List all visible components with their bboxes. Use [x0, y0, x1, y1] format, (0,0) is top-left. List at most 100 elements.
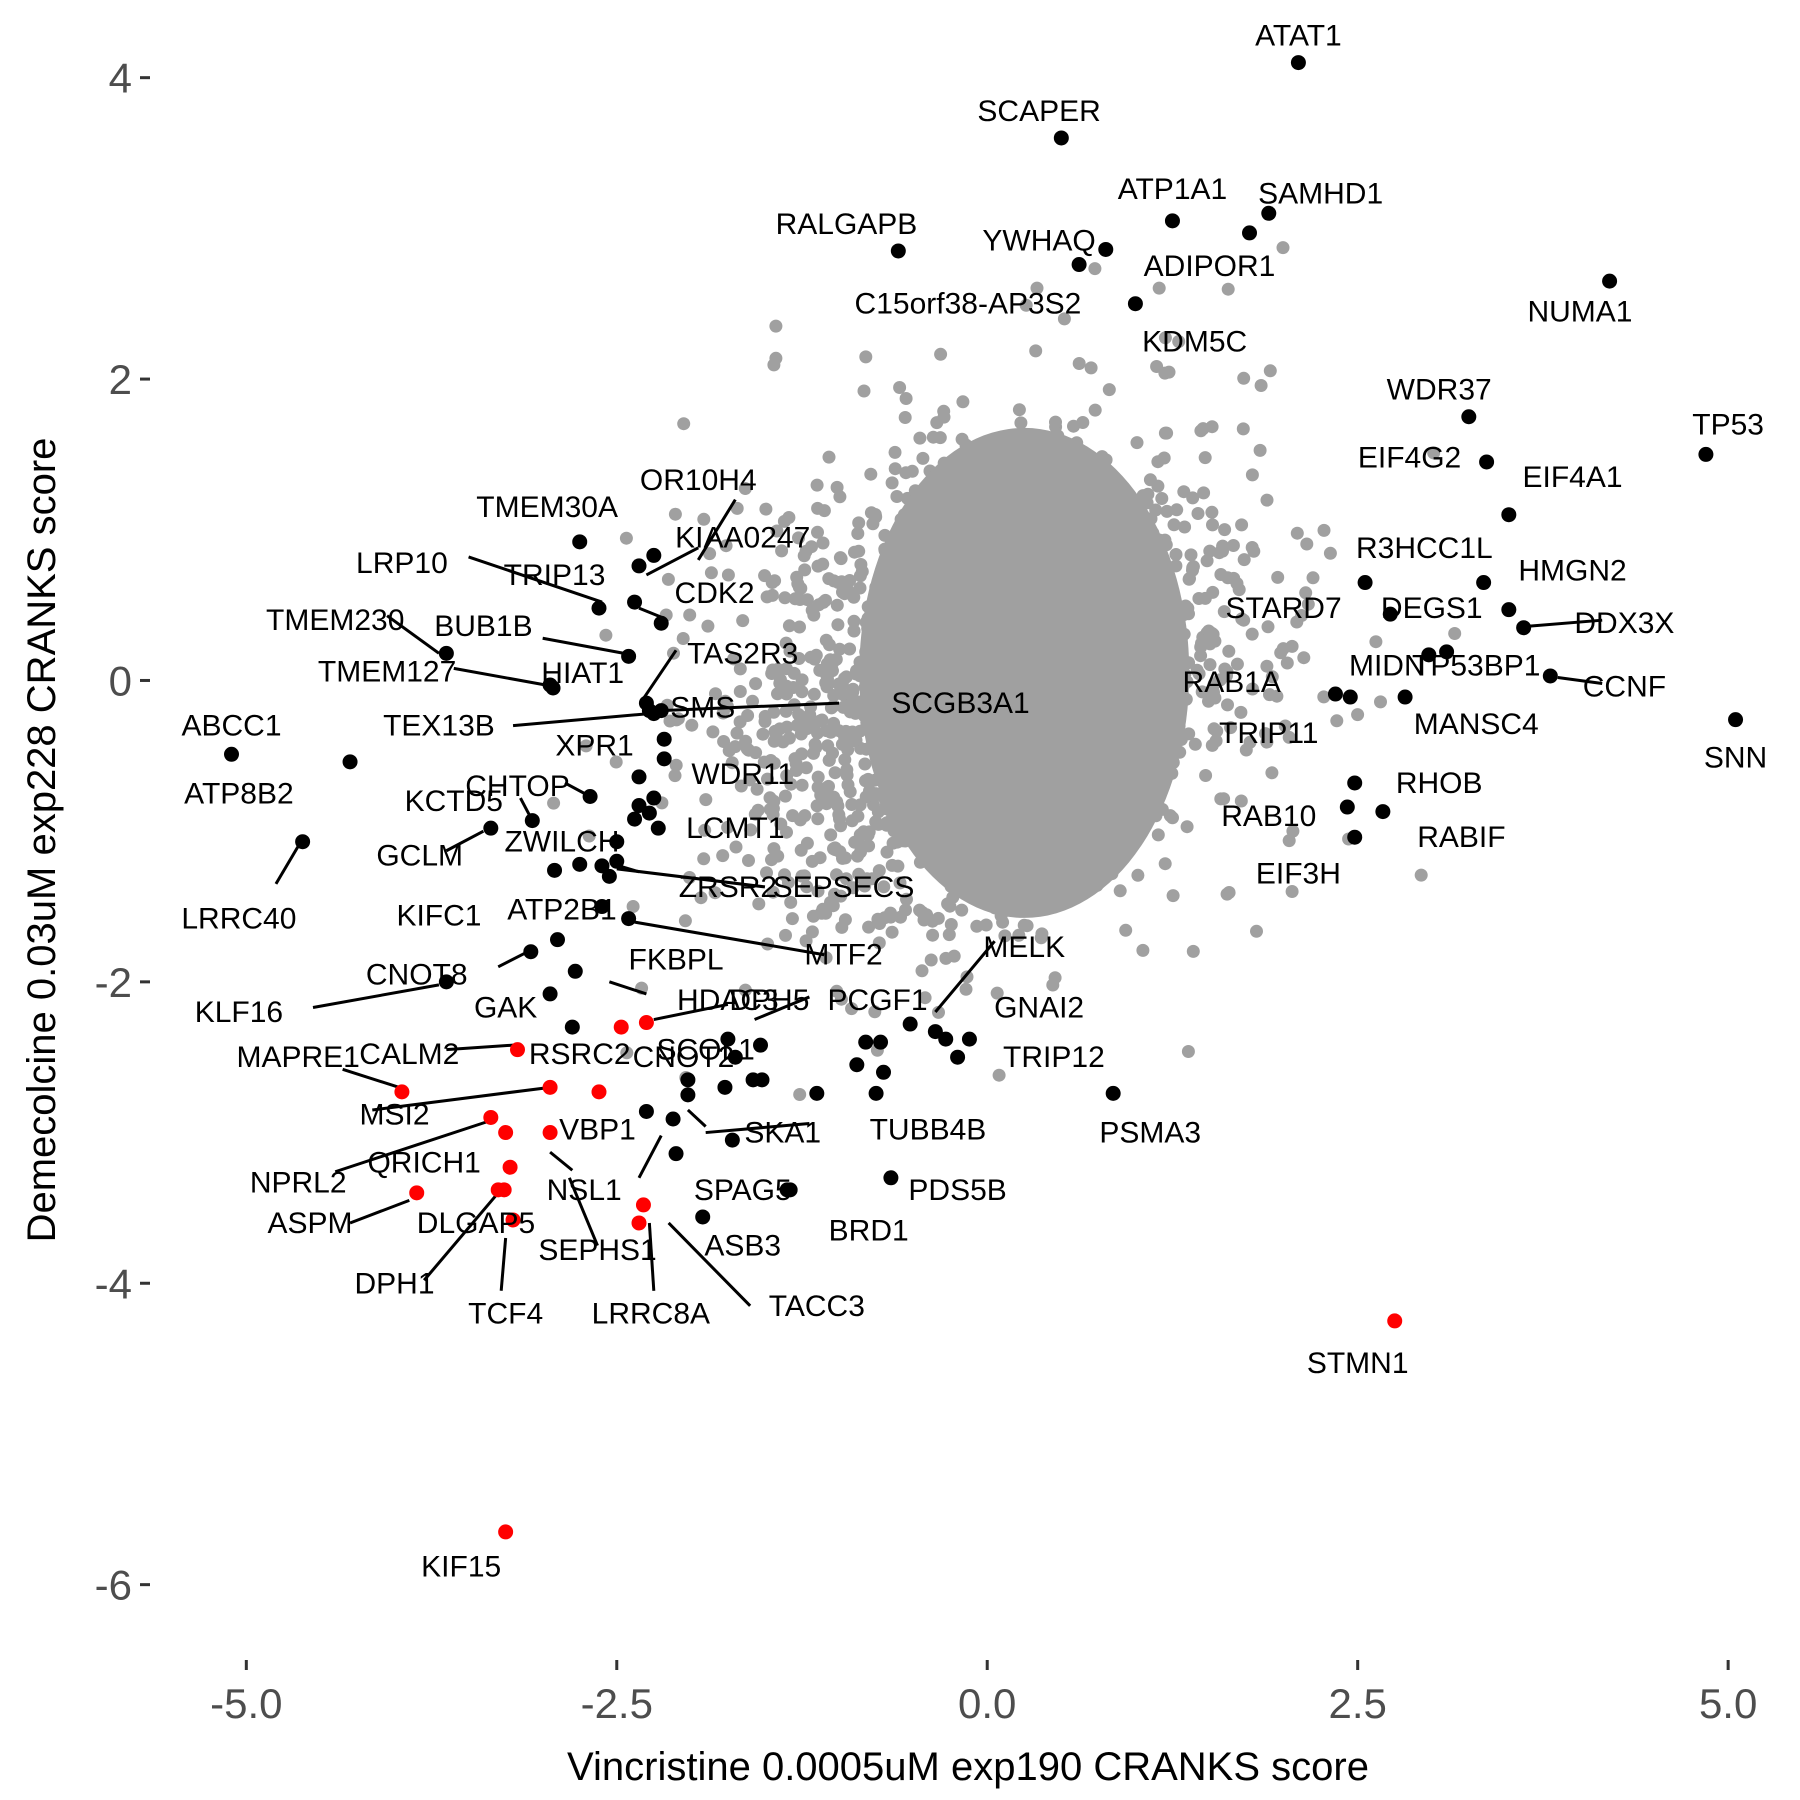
background-gene-point: [778, 789, 792, 803]
gene-point: [572, 534, 588, 550]
background-gene-point: [685, 718, 699, 732]
leader-line: [637, 1134, 663, 1179]
background-gene-point: [718, 694, 732, 708]
gene-label: RSRC2: [529, 1038, 631, 1071]
gene-point: [646, 706, 662, 722]
gene-label: KCTD5: [405, 785, 503, 818]
gene-label: DPH1: [354, 1267, 434, 1300]
background-gene-point: [811, 884, 825, 898]
gene-point: [695, 1209, 711, 1225]
background-gene-point: [620, 1046, 634, 1060]
background-gene-point: [697, 512, 711, 526]
background-gene-point: [1226, 539, 1240, 552]
gene-label: WDR11: [691, 758, 794, 791]
leader-line: [608, 980, 647, 996]
background-gene-point: [1113, 884, 1127, 898]
background-gene-point: [872, 817, 885, 831]
background-gene-point: [933, 431, 947, 445]
gene-label: MSI2: [359, 1098, 429, 1131]
background-gene-point: [1369, 635, 1383, 649]
gene-point: [483, 1109, 499, 1125]
background-gene-point: [1150, 360, 1164, 373]
background-gene-point: [810, 478, 824, 492]
background-gene-point: [698, 823, 712, 837]
leader-line: [645, 546, 699, 577]
background-gene-point: [926, 914, 939, 928]
gene-label: TAS2R3: [687, 637, 798, 670]
background-gene-point: [782, 511, 796, 524]
background-gene-point: [1195, 685, 1209, 699]
leader-line: [653, 1002, 729, 1022]
background-gene-point: [1278, 719, 1292, 733]
gene-point: [638, 1103, 654, 1119]
background-gene-point: [1084, 361, 1098, 375]
gene-point: [646, 790, 662, 806]
background-gene-point: [937, 404, 951, 418]
leader-line: [499, 1237, 508, 1291]
background-gene-point: [832, 677, 846, 691]
background-gene-point: [793, 620, 806, 634]
background-gene-point: [831, 618, 845, 632]
background-gene-point: [899, 392, 913, 405]
background-gene-point: [703, 547, 717, 561]
gene-label: KIFC1: [396, 900, 481, 933]
background-gene-point: [599, 628, 613, 642]
background-gene-point: [809, 741, 823, 755]
background-gene-point: [888, 445, 902, 459]
background-gene-point: [872, 936, 886, 950]
gene-label: PSMA3: [1099, 1117, 1201, 1150]
gene-point: [1098, 241, 1114, 257]
gene-label: HMGN2: [1518, 554, 1626, 587]
background-gene-point: [885, 476, 899, 490]
background-gene-point: [805, 540, 818, 554]
background-gene-point: [1285, 885, 1299, 898]
gene-point: [342, 754, 358, 770]
gene-point: [1602, 273, 1618, 289]
axes: -5.0 -2.5 0.0 2.5 5.0 -6 -4 -2 0 2 4: [95, 55, 1758, 1727]
leader-line: [661, 701, 840, 713]
background-gene-point: [1180, 820, 1194, 834]
background-gene-point: [1131, 868, 1145, 882]
background-gene-point: [704, 566, 718, 580]
background-gene-point: [626, 900, 640, 913]
gene-label: ATP1A1: [1118, 173, 1228, 206]
background-gene-point: [1245, 627, 1259, 641]
background-gene-point: [926, 928, 940, 942]
background-gene-point: [677, 417, 691, 431]
gene-point: [1071, 257, 1087, 273]
background-gene-point: [746, 694, 759, 708]
background-gene-point: [775, 544, 789, 558]
background-gene-point: [1202, 694, 1215, 708]
background-gene-point: [979, 918, 993, 932]
background-gene-point: [730, 726, 744, 740]
gene-point: [545, 680, 561, 696]
gene-label: KLF16: [195, 996, 283, 1029]
gene-label: LRRC8A: [592, 1297, 710, 1330]
background-gene-point: [708, 886, 722, 900]
background-gene-point: [721, 568, 735, 582]
background-gene-point: [1260, 735, 1274, 749]
leader-line: [334, 1119, 492, 1174]
background-gene-point: [918, 991, 932, 1005]
background-gene-point: [1191, 507, 1205, 520]
background-gene-point: [873, 917, 887, 930]
gene-label: ABCC1: [181, 710, 281, 743]
background-gene-point: [1181, 1045, 1195, 1058]
gene-point: [594, 858, 610, 874]
background-gene-point: [729, 840, 743, 854]
background-gene-point: [764, 754, 778, 767]
background-gene-point: [846, 682, 860, 696]
background-gene-point: [1265, 766, 1279, 780]
background-gene-point: [1158, 331, 1172, 345]
background-gene-point: [1194, 640, 1208, 654]
leader-line: [542, 636, 625, 655]
background-gene-point: [1263, 364, 1277, 378]
gene-point: [631, 798, 647, 814]
background-gene-point: [1206, 585, 1220, 599]
background-gene-point: [840, 768, 854, 782]
background-gene-point: [779, 928, 792, 942]
background-gene-point: [1290, 526, 1304, 540]
background-gene-point: [853, 581, 867, 595]
background-gene-point: [858, 757, 872, 771]
background-gene-point: [915, 964, 929, 978]
